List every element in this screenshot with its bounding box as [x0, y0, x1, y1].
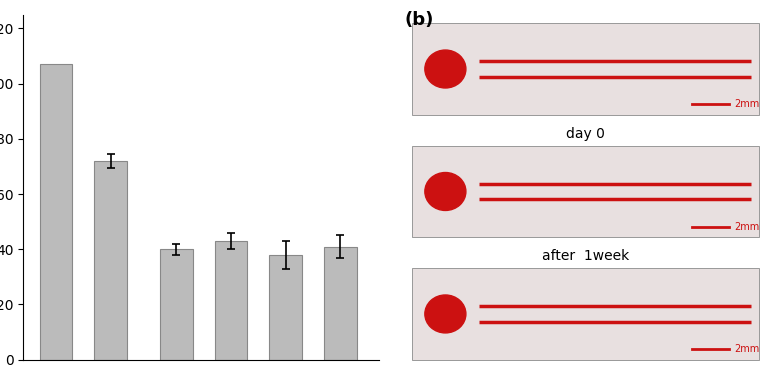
Circle shape: [425, 295, 466, 333]
Bar: [324, 247, 357, 360]
Text: (b): (b): [404, 11, 433, 29]
Circle shape: [425, 172, 466, 210]
Bar: [160, 249, 193, 360]
Bar: [39, 64, 73, 360]
Bar: [214, 241, 248, 360]
FancyBboxPatch shape: [412, 146, 759, 237]
Text: 2mm: 2mm: [735, 99, 760, 109]
Text: 2mm: 2mm: [735, 222, 760, 232]
Text: after  1week: after 1week: [542, 249, 629, 263]
Circle shape: [425, 50, 466, 88]
Text: day 0: day 0: [566, 127, 604, 141]
Bar: [269, 255, 302, 360]
FancyBboxPatch shape: [412, 23, 759, 115]
Text: 2mm: 2mm: [735, 344, 760, 354]
Text: (a): (a): [0, 8, 2, 26]
FancyBboxPatch shape: [412, 268, 759, 360]
Bar: [94, 161, 127, 360]
